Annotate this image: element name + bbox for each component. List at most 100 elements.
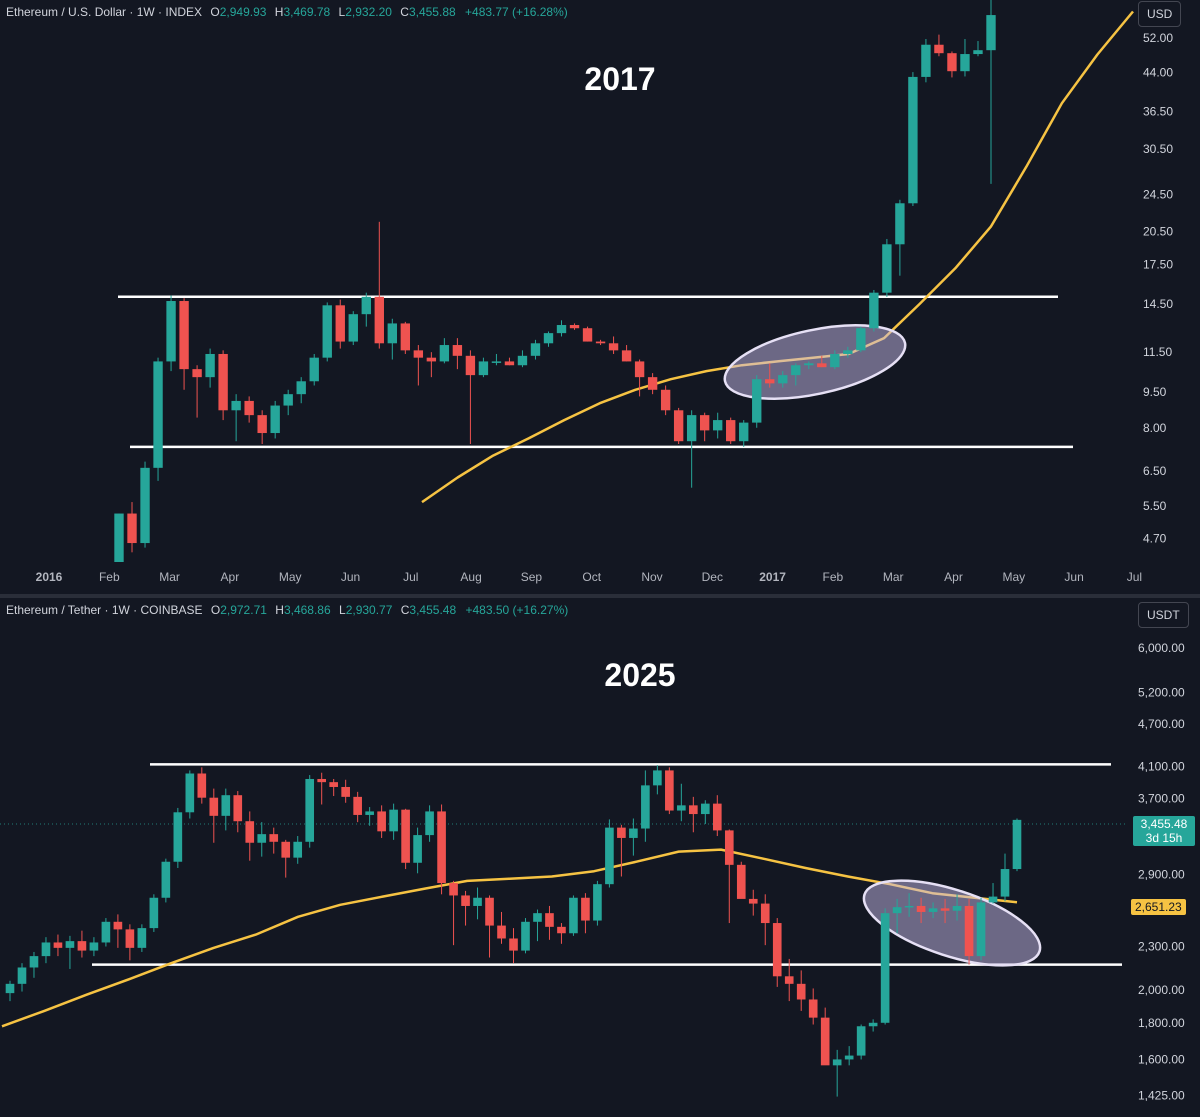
x-tick-label: Jul bbox=[403, 570, 418, 584]
candle-body bbox=[665, 770, 674, 811]
candle-body bbox=[700, 803, 710, 815]
candle-body bbox=[365, 811, 374, 815]
candle-body bbox=[426, 357, 437, 362]
y-tick-label: 9.50 bbox=[1143, 385, 1167, 399]
x-tick-label: Apr bbox=[944, 570, 963, 584]
y-tick-label: 24.50 bbox=[1143, 188, 1173, 202]
candle-body bbox=[791, 365, 801, 376]
candle-body bbox=[452, 345, 463, 356]
candle-body bbox=[401, 809, 410, 863]
candle-body bbox=[947, 53, 957, 72]
candle-body bbox=[374, 296, 384, 344]
candle-body bbox=[517, 355, 528, 366]
candle-body bbox=[305, 778, 315, 842]
y-tick-label: 4,700.00 bbox=[1138, 717, 1185, 731]
candle-body bbox=[952, 905, 962, 911]
ohlc-high: 3,468.86 bbox=[283, 603, 331, 617]
ohlc-high: 3,469.78 bbox=[283, 5, 331, 19]
candle-body bbox=[960, 54, 970, 72]
x-tick-label: Mar bbox=[883, 570, 904, 584]
ohlc-open: 2,949.93 bbox=[219, 5, 267, 19]
candle-body bbox=[545, 913, 554, 927]
candle-body bbox=[830, 353, 840, 368]
candle-body bbox=[101, 921, 111, 943]
candle-body bbox=[832, 1059, 842, 1066]
candle-body bbox=[772, 923, 782, 977]
currency-button[interactable]: USD bbox=[1138, 1, 1182, 27]
moving-average-line bbox=[1, 848, 1018, 1028]
panel-divider[interactable] bbox=[0, 594, 1200, 598]
candle-body bbox=[621, 350, 632, 362]
x-tick-label: Aug bbox=[460, 570, 481, 584]
chart-annotation-2025: 2025 bbox=[604, 657, 675, 693]
symbol-header: Ethereum / Tether · 1W · COINBASE O2,972… bbox=[6, 603, 569, 617]
y-tick-label: 36.50 bbox=[1143, 105, 1173, 119]
x-tick-label: Dec bbox=[702, 570, 723, 584]
candle-body bbox=[113, 921, 123, 930]
candle-body bbox=[739, 422, 749, 442]
ohlc-low: 2,932.20 bbox=[345, 5, 392, 19]
symbol-title: Ethereum / Tether · 1W · COINBASE bbox=[6, 603, 203, 617]
candle-body bbox=[712, 803, 722, 831]
candle-body bbox=[41, 942, 51, 957]
candle-body bbox=[185, 773, 195, 813]
y-tick-label: 4.70 bbox=[1143, 532, 1167, 546]
candle-body bbox=[17, 967, 27, 984]
candle-body bbox=[569, 897, 578, 934]
candle-body bbox=[973, 50, 983, 55]
candle-body bbox=[880, 913, 890, 1023]
candle-body bbox=[820, 1017, 830, 1066]
candle-body bbox=[804, 363, 814, 366]
candle-body bbox=[699, 415, 710, 431]
x-tick-label: Mar bbox=[159, 570, 180, 584]
candle-body bbox=[921, 44, 931, 77]
candle-body bbox=[856, 328, 866, 351]
candle-body bbox=[485, 897, 494, 926]
candle-body bbox=[916, 905, 926, 912]
candle-body bbox=[940, 908, 950, 911]
candle-body bbox=[377, 811, 386, 832]
candle-body bbox=[748, 898, 758, 904]
chart-panel-2017: 52.00 44.00 36.50 30.50 24.50 20.50 17.50 14.50… bbox=[6, 0, 1182, 584]
candle-body bbox=[221, 795, 231, 816]
currency-button[interactable]: USDT bbox=[1138, 602, 1189, 628]
highlight-ellipse bbox=[862, 879, 1042, 967]
candle-body bbox=[329, 782, 338, 787]
x-tick-label: Jun bbox=[341, 570, 360, 584]
candle-body bbox=[437, 811, 446, 884]
candle-body bbox=[387, 323, 397, 344]
candle-body bbox=[521, 921, 530, 951]
candle-body bbox=[413, 835, 422, 863]
candle-body bbox=[322, 305, 332, 358]
y-tick-label: 2,300.00 bbox=[1138, 939, 1185, 953]
ohlc-close: 3,455.48 bbox=[409, 603, 457, 617]
chart-canvas-2017: 52.00 44.00 36.50 30.50 24.50 20.50 17.50 14.50… bbox=[36, 0, 1173, 584]
candle-body bbox=[673, 410, 684, 442]
candle-body bbox=[843, 350, 853, 354]
candle-body bbox=[269, 834, 279, 842]
y-tick-label: 4,100.00 bbox=[1138, 760, 1185, 774]
last-price-tag: 3,455.48 3d 15h bbox=[1133, 816, 1195, 846]
symbol-title: Ethereum / U.S. Dollar · 1W · INDEX bbox=[6, 5, 203, 19]
ohlc-change: +483.50 (+16.27%) bbox=[465, 603, 569, 617]
candle-body bbox=[964, 905, 974, 957]
candle-body bbox=[647, 377, 658, 390]
ohlc-open: 2,972.71 bbox=[220, 603, 267, 617]
chart-canvas-2025: 6,000.00 5,200.00 4,700.00 4,100.00 3,700.00… bbox=[0, 641, 1185, 1102]
candle-body bbox=[173, 812, 183, 862]
candle-body bbox=[808, 999, 818, 1018]
candle-body bbox=[530, 343, 541, 356]
candle-body bbox=[629, 828, 638, 838]
candle-body bbox=[244, 400, 254, 416]
candle-body bbox=[413, 350, 424, 358]
y-tick-label: 3,700.00 bbox=[1138, 792, 1185, 806]
x-tick-label: Sep bbox=[521, 570, 543, 584]
candle-body bbox=[473, 897, 482, 906]
x-tick-label: Feb bbox=[823, 570, 844, 584]
candle-body bbox=[677, 805, 686, 811]
candle-body bbox=[634, 361, 645, 378]
candle-body bbox=[400, 323, 411, 351]
chart-panel-2025: 6,000.00 5,200.00 4,700.00 4,100.00 3,700.00… bbox=[0, 598, 1200, 1117]
ohlc-low: 2,930.77 bbox=[345, 603, 393, 617]
candle-body bbox=[233, 795, 243, 822]
